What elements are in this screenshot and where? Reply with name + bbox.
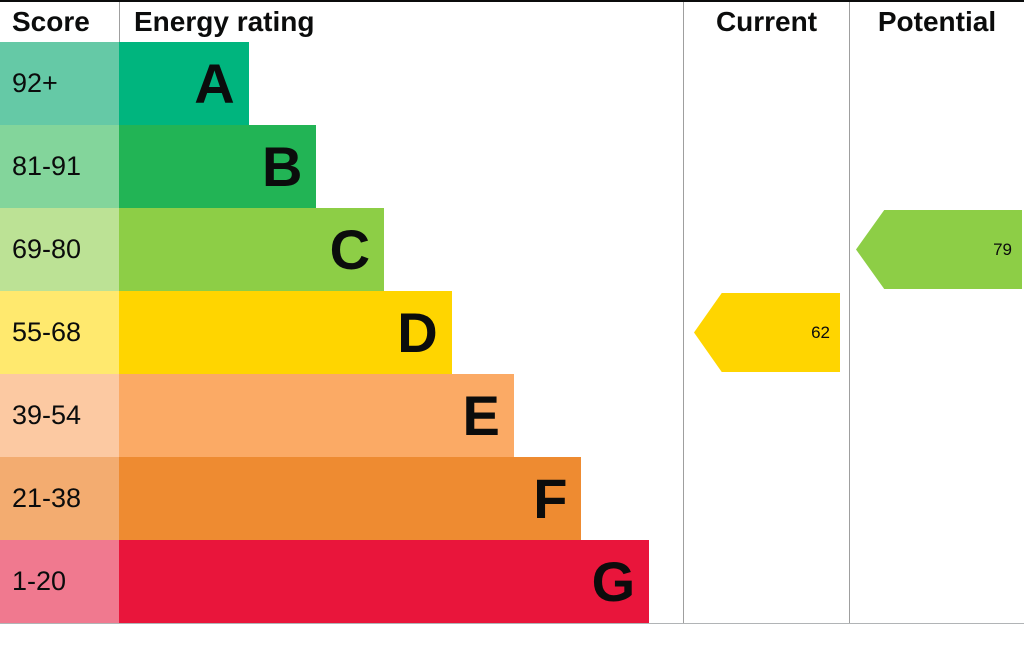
rating-bar-e: E bbox=[119, 374, 514, 457]
score-range-label-d: 55-68 bbox=[0, 291, 119, 374]
chart-header: Score Energy rating Current Potential bbox=[0, 0, 1024, 42]
bar-area-c: C bbox=[119, 208, 683, 291]
potential-column-cell-b bbox=[849, 125, 1024, 208]
band-letter-e: E bbox=[462, 383, 500, 447]
band-row-f: 21-38 F bbox=[0, 457, 1024, 540]
band-row-b: 81-91 B bbox=[0, 125, 1024, 208]
bar-area-e: E bbox=[119, 374, 683, 457]
potential-column-cell-f bbox=[849, 457, 1024, 540]
rating-bar-c: C bbox=[119, 208, 385, 291]
current-column-cell-d bbox=[683, 291, 849, 374]
rating-bar-f: F bbox=[119, 457, 582, 540]
score-range-label-f: 21-38 bbox=[0, 457, 119, 540]
score-range-label-a: 92+ bbox=[0, 42, 119, 125]
potential-column-cell-e bbox=[849, 374, 1024, 457]
band-row-e: 39-54 E bbox=[0, 374, 1024, 457]
rating-bar-b: B bbox=[119, 125, 317, 208]
rating-bar-g: G bbox=[119, 540, 650, 623]
band-letter-d: D bbox=[397, 300, 438, 364]
potential-column-header: Potential bbox=[849, 2, 1024, 42]
current-column-cell-b bbox=[683, 125, 849, 208]
band-rows: 92+ A 81-91 B 69-80 C 55-68 D 39-54 E 21-38 F 1-20 G bbox=[0, 42, 1024, 624]
current-column-cell-e bbox=[683, 374, 849, 457]
score-range-label-b: 81-91 bbox=[0, 125, 119, 208]
rating-bar-d: D bbox=[119, 291, 452, 374]
band-row-a: 92+ A bbox=[0, 42, 1024, 125]
bar-area-b: B bbox=[119, 125, 683, 208]
current-column-cell-f bbox=[683, 457, 849, 540]
score-column-header: Score bbox=[12, 6, 90, 37]
bar-area-a: A bbox=[119, 42, 683, 125]
current-rating-value: 62 bbox=[811, 322, 830, 342]
potential-column-cell-c bbox=[849, 208, 1024, 291]
current-column-cell-g bbox=[683, 540, 849, 623]
score-range-label-e: 39-54 bbox=[0, 374, 119, 457]
current-column-header: Current bbox=[683, 2, 849, 42]
band-letter-g: G bbox=[591, 549, 636, 613]
potential-column-cell-a bbox=[849, 42, 1024, 125]
bar-area-d: D bbox=[119, 291, 683, 374]
current-column-cell-a bbox=[683, 42, 849, 125]
band-row-g: 1-20 G bbox=[0, 540, 1024, 623]
band-letter-b: B bbox=[261, 134, 303, 198]
band-row-c: 69-80 C bbox=[0, 208, 1024, 291]
score-range-label-g: 1-20 bbox=[0, 540, 119, 623]
bar-area-f: F bbox=[119, 457, 683, 540]
bar-area-g: G bbox=[119, 540, 683, 623]
potential-column-cell-g bbox=[849, 540, 1024, 623]
band-letter-f: F bbox=[533, 466, 568, 530]
potential-rating-value: 79 bbox=[993, 239, 1012, 259]
potential-column-cell-d bbox=[849, 291, 1024, 374]
potential-rating-arrow: 79 bbox=[856, 210, 1022, 289]
band-row-d: 55-68 D bbox=[0, 291, 1024, 374]
energy-rating-column-header: Energy rating bbox=[119, 2, 683, 42]
score-range-label-c: 69-80 bbox=[0, 208, 119, 291]
current-rating-arrow: 62 bbox=[694, 293, 840, 372]
band-letter-a: A bbox=[194, 51, 235, 115]
current-column-cell-c bbox=[683, 208, 849, 291]
rating-bar-a: A bbox=[119, 42, 249, 125]
band-letter-c: C bbox=[329, 217, 371, 281]
